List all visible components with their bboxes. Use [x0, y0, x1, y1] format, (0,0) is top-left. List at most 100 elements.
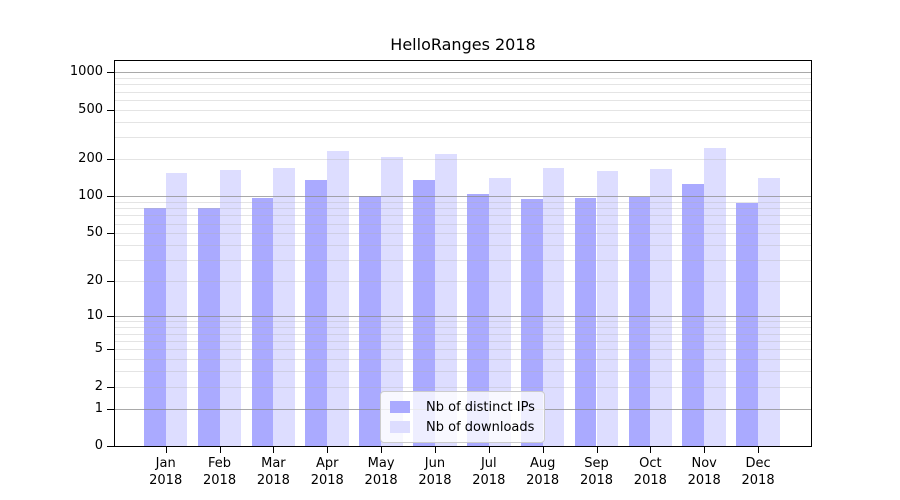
bar-distinct-ips-sep: [574, 198, 597, 446]
x-tick-year: 2018: [256, 473, 290, 488]
minor-gridline: [115, 245, 811, 247]
x-tick-label-nov: Nov 2018: [674, 455, 734, 489]
x-tick-month: Sep: [584, 456, 609, 471]
y-axis-tick: [107, 316, 115, 318]
bar-distinct-ips-feb: [197, 208, 220, 446]
minor-gridline: [115, 349, 811, 351]
minor-gridline: [115, 260, 811, 262]
minor-gridline: [115, 333, 811, 335]
minor-gridline: [115, 208, 811, 210]
x-tick-year: 2018: [526, 473, 560, 488]
x-axis-tick: [434, 447, 436, 453]
x-tick-year: 2018: [310, 473, 344, 488]
minor-gridline: [115, 99, 811, 101]
y-axis-tick: [107, 408, 115, 410]
minor-gridline: [115, 281, 811, 283]
bar-downloads-aug: [542, 168, 565, 446]
y-axis-tick: [107, 446, 115, 447]
y-tick-label: 500: [78, 101, 103, 117]
x-axis-tick: [596, 447, 598, 453]
bar-distinct-ips-nov: [682, 183, 705, 446]
y-axis-tick: [107, 281, 115, 283]
x-tick-month: Apr: [316, 456, 339, 471]
x-tick-month: Jan: [155, 456, 176, 471]
bar-downloads-mar: [273, 168, 296, 446]
minor-gridline: [115, 78, 811, 80]
minor-gridline: [115, 159, 811, 161]
x-tick-label-oct: Oct 2018: [620, 455, 680, 489]
x-tick-month: Oct: [639, 456, 662, 471]
bar-downloads-nov: [704, 148, 726, 446]
x-axis-tick: [758, 447, 760, 453]
x-tick-year: 2018: [149, 473, 183, 488]
major-gridline: [115, 196, 811, 198]
bar-downloads-jun: [434, 153, 457, 446]
legend: Nb of distinct IPs Nb of downloads: [380, 391, 545, 443]
x-tick-label-mar: Mar 2018: [243, 455, 303, 489]
x-tick-month: Nov: [691, 456, 717, 471]
x-tick-month: Jun: [424, 456, 446, 471]
chart-title: HelloRanges 2018: [390, 35, 536, 54]
x-tick-label-jul: Jul 2018: [459, 455, 519, 489]
bar-distinct-ips-dec: [736, 203, 759, 446]
x-tick-month: Feb: [208, 456, 232, 471]
y-tick-label: 5: [94, 341, 103, 357]
y-axis-tick: [107, 109, 115, 111]
y-tick-label: 20: [86, 273, 103, 289]
x-tick-label-apr: Apr 2018: [297, 455, 357, 489]
x-axis-tick: [650, 447, 652, 453]
y-tick-label: 10: [86, 308, 103, 324]
x-axis-tick: [219, 447, 221, 453]
x-tick-label-jun: Jun 2018: [405, 455, 465, 489]
x-tick-year: 2018: [687, 473, 721, 488]
bar-downloads-apr: [327, 150, 350, 446]
legend-label-downloads: Nb of downloads: [426, 419, 535, 435]
y-axis-tick: [107, 196, 115, 198]
x-tick-year: 2018: [579, 473, 614, 488]
x-axis-tick: [273, 447, 275, 453]
legend-item-distinct-ips: Nb of distinct IPs: [390, 397, 535, 417]
x-tick-year: 2018: [364, 473, 398, 488]
y-tick-label: 0: [94, 438, 103, 453]
minor-gridline: [115, 84, 811, 86]
bar-distinct-ips-jul: [467, 193, 489, 446]
y-tick-label: 1000: [69, 64, 103, 80]
bar-downloads-dec: [758, 177, 780, 446]
x-tick-year: 2018: [203, 473, 237, 488]
bar-distinct-ips-aug: [520, 198, 543, 446]
y-axis-tick: [107, 349, 115, 351]
bar-distinct-ips-oct: [628, 196, 651, 446]
x-axis-tick: [165, 447, 167, 453]
minor-gridline: [115, 202, 811, 204]
y-axis-tick: [107, 386, 115, 388]
x-axis-tick: [381, 447, 383, 453]
x-tick-year: 2018: [741, 473, 775, 488]
minor-gridline: [115, 358, 811, 360]
minor-gridline: [115, 121, 811, 123]
legend-swatch-downloads: [390, 421, 410, 433]
plot-area: Nb of distinct IPs Nb of downloads: [114, 60, 812, 447]
bar-downloads-jul: [488, 177, 511, 446]
x-tick-year: 2018: [633, 473, 667, 488]
y-tick-label: 2: [94, 378, 103, 394]
bar-distinct-ips-may: [359, 196, 382, 446]
bar-distinct-ips-apr: [305, 179, 328, 446]
y-tick-label: 100: [78, 188, 103, 204]
minor-gridline: [115, 327, 811, 329]
y-axis-tick: [107, 233, 115, 235]
minor-gridline: [115, 233, 811, 235]
bar-downloads-feb: [219, 170, 242, 446]
bar-downloads-oct: [650, 168, 673, 446]
x-tick-month: May: [367, 456, 395, 471]
x-tick-label-sep: Sep 2018: [567, 455, 627, 489]
x-tick-year: 2018: [418, 473, 452, 488]
bar-distinct-ips-mar: [251, 198, 274, 446]
minor-gridline: [115, 215, 811, 217]
y-tick-label: 50: [86, 225, 103, 241]
y-axis-tick: [107, 72, 115, 74]
x-tick-month: Mar: [261, 456, 286, 471]
y-axis-tick: [107, 159, 115, 161]
bar-downloads-jan: [165, 173, 188, 446]
x-tick-month: Dec: [745, 456, 771, 471]
